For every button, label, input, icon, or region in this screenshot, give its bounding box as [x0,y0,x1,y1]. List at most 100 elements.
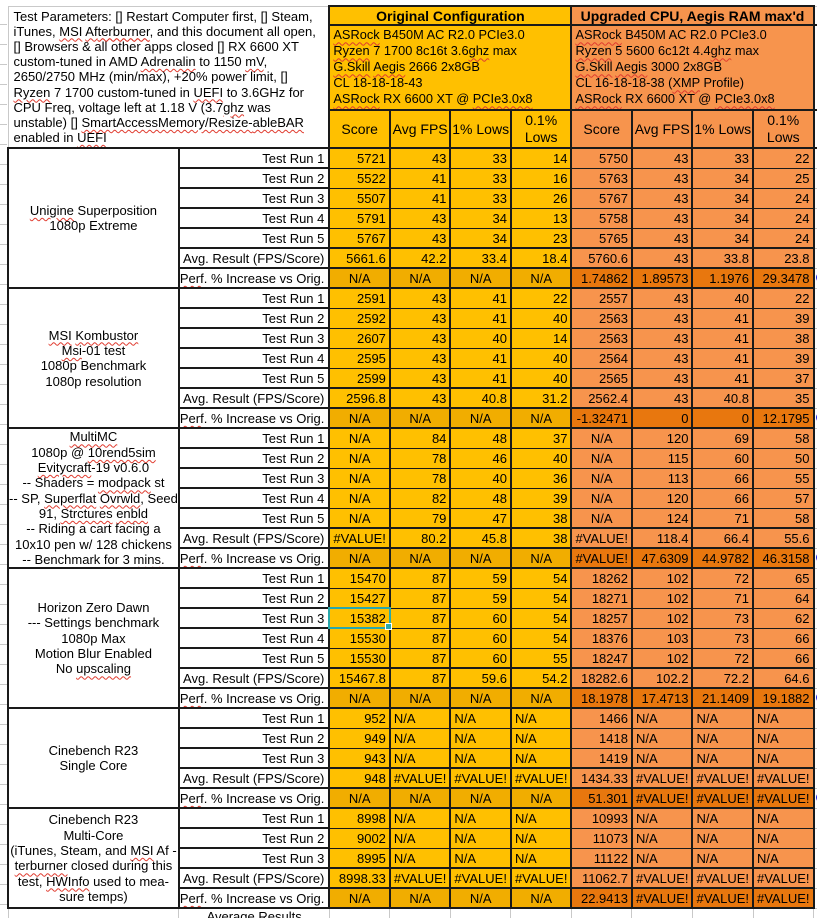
cell-horizon-zero-dawn-perf-upg-avg-fps[interactable]: 17.4713 [630,687,694,710]
row-label-multimc-run5[interactable]: Test Run 5 [177,507,331,530]
empty-cell[interactable] [7,907,180,918]
clipped-data-cell[interactable] [813,607,817,629]
cell-horizon-zero-dawn-run4-upg-1pct-lows[interactable]: 73 [691,627,754,649]
cell-msi-kombustor-run4-upg-01pct-lows[interactable]: 39 [752,347,815,369]
benchmark-name-unigine-superposition[interactable]: Unigine Superposition 1080p Extreme [7,147,180,290]
row-label-unigine-superposition-perf[interactable]: Perf. % Increase vs Orig. [177,267,331,290]
cell-unigine-superposition-perf-orig-avg-fps[interactable]: N/A [388,267,452,290]
clipped-data-cell[interactable] [813,467,817,489]
col-header-01pct-lows[interactable]: 0.1% Lows [752,108,815,150]
cell-multimc-run4-orig-score[interactable]: N/A [328,487,391,509]
cell-unigine-superposition-run5-orig-01pct-lows[interactable]: 23 [509,227,573,249]
cell-multimc-run5-orig-1pct-lows[interactable]: 47 [449,507,512,529]
cell-horizon-zero-dawn-run5-orig-score[interactable]: 15530 [328,647,391,669]
cell-horizon-zero-dawn-avg-orig-01pct-lows[interactable]: 54.2 [509,667,573,690]
cell-unigine-superposition-perf-upg-1pct-lows[interactable]: 1.1976 [691,267,754,290]
cell-multimc-run4-upg-1pct-lows[interactable]: 66 [691,487,754,509]
cell-msi-kombustor-avg-upg-avg-fps[interactable]: 43 [630,387,694,410]
cell-cinebench-r23-single-run2-upg-avg-fps[interactable]: N/A [630,727,694,749]
cell-cinebench-r23-single-run1-upg-score[interactable]: 1466 [570,707,633,729]
clipped-data-cell[interactable] [813,767,817,789]
row-label-horizon-zero-dawn-run4[interactable]: Test Run 4 [177,627,331,650]
config-specs-clipped[interactable]: ASRyG.CLAS [812,24,817,111]
row-label-msi-kombustor-run5[interactable]: Test Run 5 [177,367,331,390]
cell-cinebench-r23-single-run1-orig-score[interactable]: 952 [328,707,391,729]
cell-horizon-zero-dawn-run4-upg-score[interactable]: 18376 [570,627,633,649]
cell-unigine-superposition-perf-upg-avg-fps[interactable]: 1.89573 [630,267,694,290]
cell-horizon-zero-dawn-run4-orig-score[interactable]: 15530 [328,627,391,649]
empty-cell[interactable] [813,907,817,918]
cell-multimc-run1-upg-01pct-lows[interactable]: 58 [752,427,815,449]
cell-msi-kombustor-run3-upg-score[interactable]: 2563 [570,327,633,349]
cell-unigine-superposition-perf-orig-01pct-lows[interactable]: N/A [509,267,573,290]
cell-multimc-run5-upg-avg-fps[interactable]: 124 [630,507,694,529]
cell-horizon-zero-dawn-run5-upg-avg-fps[interactable]: 102 [630,647,694,669]
cell-msi-kombustor-run3-upg-avg-fps[interactable]: 43 [630,327,694,349]
cell-unigine-superposition-run4-orig-score[interactable]: 5791 [328,207,391,229]
cell-unigine-superposition-run3-orig-01pct-lows[interactable]: 26 [509,187,573,209]
config-title-upgraded[interactable]: Upgraded CPU, Aegis RAM max'd [570,4,815,27]
clipped-data-cell[interactable] [813,807,817,829]
cell-unigine-superposition-run5-upg-01pct-lows[interactable]: 24 [752,227,815,249]
cell-horizon-zero-dawn-run1-orig-avg-fps[interactable]: 87 [388,567,452,589]
clipped-data-cell[interactable] [813,707,817,729]
benchmark-name-cinebench-r23-multi[interactable]: Cinebench R23 Multi-Core (iTunes, Steam, a… [7,807,180,910]
row-label-horizon-zero-dawn-run1[interactable]: Test Run 1 [177,567,331,590]
average-results-label[interactable]: Average Results [178,907,330,918]
row-label-horizon-zero-dawn-run3[interactable]: Test Run 3 [177,607,331,630]
cell-horizon-zero-dawn-run3-upg-01pct-lows[interactable]: 62 [752,607,815,629]
cell-cinebench-r23-single-perf-upg-01pct-lows[interactable]: #VALUE! [752,787,815,810]
cell-multimc-avg-orig-01pct-lows[interactable]: 38 [509,527,573,550]
cell-unigine-superposition-run2-orig-score[interactable]: 5522 [328,167,391,189]
cell-msi-kombustor-run2-upg-01pct-lows[interactable]: 39 [752,307,815,329]
cell-unigine-superposition-run4-upg-01pct-lows[interactable]: 24 [752,207,815,229]
row-label-horizon-zero-dawn-run2[interactable]: Test Run 2 [177,587,331,610]
empty-cell[interactable] [691,907,754,918]
cell-cinebench-r23-single-run3-orig-avg-fps[interactable]: N/A [388,747,452,769]
cell-cinebench-r23-single-run3-orig-1pct-lows[interactable]: N/A [449,747,512,769]
cell-horizon-zero-dawn-run5-upg-1pct-lows[interactable]: 72 [691,647,754,669]
cell-multimc-run5-orig-score[interactable]: N/A [328,507,391,529]
cell-multimc-run1-upg-avg-fps[interactable]: 120 [630,427,694,449]
row-label-unigine-superposition-run2[interactable]: Test Run 2 [177,167,331,190]
cell-cinebench-r23-single-run2-orig-avg-fps[interactable]: N/A [388,727,452,749]
benchmark-name-cinebench-r23-single[interactable]: Cinebench R23 Single Core [7,707,180,810]
cell-horizon-zero-dawn-run1-upg-1pct-lows[interactable]: 72 [691,567,754,589]
cell-cinebench-r23-single-run3-upg-avg-fps[interactable]: N/A [630,747,694,769]
cell-horizon-zero-dawn-run2-orig-score[interactable]: 15427 [328,587,391,609]
cell-horizon-zero-dawn-perf-orig-avg-fps[interactable]: N/A [388,687,452,710]
cell-multimc-avg-orig-1pct-lows[interactable]: 45.8 [449,527,512,550]
cell-multimc-perf-upg-01pct-lows[interactable]: 46.3158 [752,547,815,570]
cell-unigine-superposition-run3-orig-score[interactable]: 5507 [328,187,391,209]
cell-msi-kombustor-run3-orig-1pct-lows[interactable]: 40 [449,327,512,349]
row-label-multimc-run1[interactable]: Test Run 1 [177,427,331,450]
row-label-multimc-run4[interactable]: Test Run 4 [177,487,331,510]
cell-horizon-zero-dawn-run2-upg-score[interactable]: 18271 [570,587,633,609]
row-label-multimc-avg[interactable]: Avg. Result (FPS/Score) [177,527,331,550]
cell-msi-kombustor-run2-orig-avg-fps[interactable]: 43 [388,307,452,329]
clipped-data-cell[interactable] [813,827,817,849]
cell-unigine-superposition-run3-upg-score[interactable]: 5767 [570,187,633,209]
row-label-horizon-zero-dawn-perf[interactable]: Perf. % Increase vs Orig. [177,687,331,710]
row-label-cinebench-r23-single-perf[interactable]: Perf. % Increase vs Orig. [177,787,331,810]
cell-unigine-superposition-perf-orig-score[interactable]: N/A [328,267,391,290]
cell-multimc-perf-orig-avg-fps[interactable]: N/A [388,547,452,570]
cell-unigine-superposition-run1-orig-1pct-lows[interactable]: 33 [449,147,512,169]
cell-msi-kombustor-run5-orig-score[interactable]: 2599 [328,367,391,389]
cell-msi-kombustor-run4-upg-score[interactable]: 2564 [570,347,633,369]
cell-msi-kombustor-run5-orig-avg-fps[interactable]: 43 [388,367,452,389]
cell-multimc-avg-orig-score[interactable]: #VALUE! [328,527,391,550]
cell-horizon-zero-dawn-perf-orig-01pct-lows[interactable]: N/A [509,687,573,710]
col-header-score[interactable]: Score [570,108,633,150]
clipped-data-cell[interactable] [813,587,817,609]
cell-cinebench-r23-single-perf-orig-1pct-lows[interactable]: N/A [449,787,512,810]
selection-fill-handle[interactable] [384,623,392,631]
cell-cinebench-r23-multi-run3-upg-1pct-lows[interactable]: N/A [691,847,754,869]
cell-unigine-superposition-run5-orig-1pct-lows[interactable]: 34 [449,227,512,249]
cell-msi-kombustor-perf-orig-01pct-lows[interactable]: N/A [509,407,573,430]
config-specs-original[interactable]: ASRock B450M AC R2.0 PCIe3.0 Ryzen 7 1700… [328,24,573,111]
row-label-msi-kombustor-run1[interactable]: Test Run 1 [177,287,331,310]
cell-cinebench-r23-multi-run2-upg-1pct-lows[interactable]: N/A [691,827,754,849]
cell-horizon-zero-dawn-run2-orig-avg-fps[interactable]: 87 [388,587,452,609]
clipped-data-cell[interactable] [813,427,817,449]
